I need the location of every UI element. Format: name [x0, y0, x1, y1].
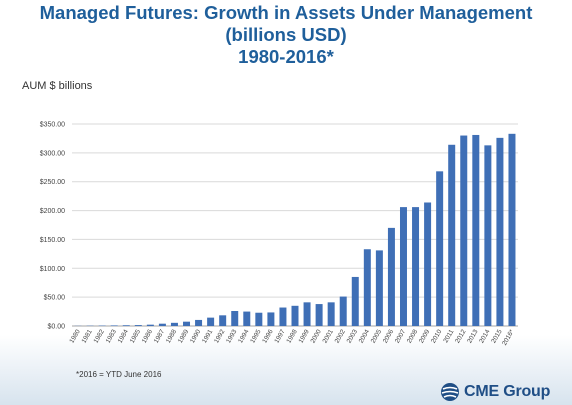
x-tick-label: 2000 — [310, 328, 323, 344]
x-tick-label: 2012 — [454, 328, 467, 344]
bar — [146, 324, 154, 326]
y-tick-label: $350.00 — [40, 122, 65, 129]
bar — [363, 249, 371, 326]
bar — [170, 322, 178, 326]
x-tick-label: 2006 — [382, 328, 395, 344]
x-tick-label: 1996 — [261, 328, 274, 344]
bar — [375, 250, 383, 326]
bar — [448, 144, 456, 326]
y-axis-label: AUM $ billions — [22, 80, 93, 92]
y-tick-label: $200.00 — [40, 208, 65, 215]
x-tick-label: 2002 — [334, 328, 347, 344]
bar — [122, 325, 130, 326]
bar — [243, 311, 251, 326]
x-tick-label: 1988 — [165, 328, 178, 344]
bar — [387, 227, 395, 326]
y-tick-label: $250.00 — [40, 179, 65, 186]
x-tick-label: 1999 — [297, 328, 310, 344]
x-tick-label: 1994 — [237, 328, 250, 344]
x-tick-label: 1985 — [129, 328, 142, 344]
bar — [134, 325, 142, 326]
chart-title: Managed Futures: Growth in Assets Under … — [0, 2, 572, 68]
bar — [508, 133, 516, 326]
bottom-gradient — [0, 335, 572, 405]
bar — [315, 304, 323, 326]
x-tick-label: 2001 — [322, 328, 335, 344]
title-line-2: (billions USD) — [225, 24, 347, 45]
bar — [484, 145, 492, 326]
bar — [424, 202, 432, 326]
y-tick-label: $50.00 — [44, 295, 66, 302]
bar — [279, 307, 287, 326]
cme-group-logo: CME Group — [440, 380, 550, 404]
x-tick-label: 2003 — [346, 328, 359, 344]
bar — [339, 296, 347, 326]
x-tick-label: 1983 — [105, 328, 118, 344]
bar — [219, 315, 227, 326]
y-tick-label: $150.00 — [40, 237, 65, 244]
bar — [412, 207, 420, 326]
y-tick-label: $300.00 — [40, 150, 65, 157]
title-line-1: Managed Futures: Growth in Assets Under … — [39, 2, 533, 23]
bar — [399, 207, 407, 326]
x-tick-label: 1990 — [189, 328, 202, 344]
x-tick-label: 1995 — [249, 328, 262, 344]
bar — [207, 317, 215, 326]
bar — [496, 137, 504, 326]
title-line-3: 1980-2016* — [238, 46, 334, 67]
x-tick-label: 1980 — [68, 328, 81, 344]
bar — [472, 134, 480, 326]
x-tick-label: 1986 — [141, 328, 154, 344]
bar — [436, 171, 444, 326]
bar — [303, 302, 311, 326]
bar — [255, 312, 263, 326]
bar — [195, 319, 203, 326]
x-tick-label: 2004 — [358, 328, 371, 344]
x-tick-label: 2009 — [418, 328, 431, 344]
x-tick-label: 1997 — [273, 328, 286, 344]
x-tick-label: 2013 — [466, 328, 479, 344]
x-tick-label: 1992 — [213, 328, 226, 344]
x-tick-label: 2016* — [501, 328, 516, 347]
x-tick-label: 1982 — [93, 328, 106, 344]
logo-text: CME Group — [464, 383, 551, 400]
x-tick-label: 1998 — [285, 328, 298, 344]
x-tick-label: 2005 — [370, 328, 383, 344]
bar — [158, 323, 166, 326]
bar — [231, 310, 239, 326]
x-tick-label: 1984 — [117, 328, 130, 344]
x-tick-label: 1991 — [201, 328, 214, 344]
x-tick-label: 2007 — [394, 328, 407, 344]
x-tick-label: 1993 — [225, 328, 238, 344]
x-tick-label: 2014 — [478, 328, 491, 344]
footnote: *2016 = YTD June 2016 — [76, 370, 162, 379]
bar — [327, 302, 335, 326]
x-tick-label: 1987 — [153, 328, 166, 344]
bar — [460, 135, 468, 326]
x-tick-label: 1981 — [81, 328, 94, 344]
y-tick-label: $0.00 — [47, 324, 65, 331]
x-tick-label: 2010 — [430, 328, 443, 344]
bar — [351, 276, 359, 326]
bar — [291, 305, 299, 326]
x-tick-label: 1989 — [177, 328, 190, 344]
bar — [110, 325, 118, 326]
bar — [267, 312, 275, 326]
y-tick-label: $100.00 — [40, 266, 65, 273]
cme-globe-icon — [441, 383, 459, 401]
x-tick-label: 2008 — [406, 328, 419, 344]
bar — [183, 321, 191, 326]
